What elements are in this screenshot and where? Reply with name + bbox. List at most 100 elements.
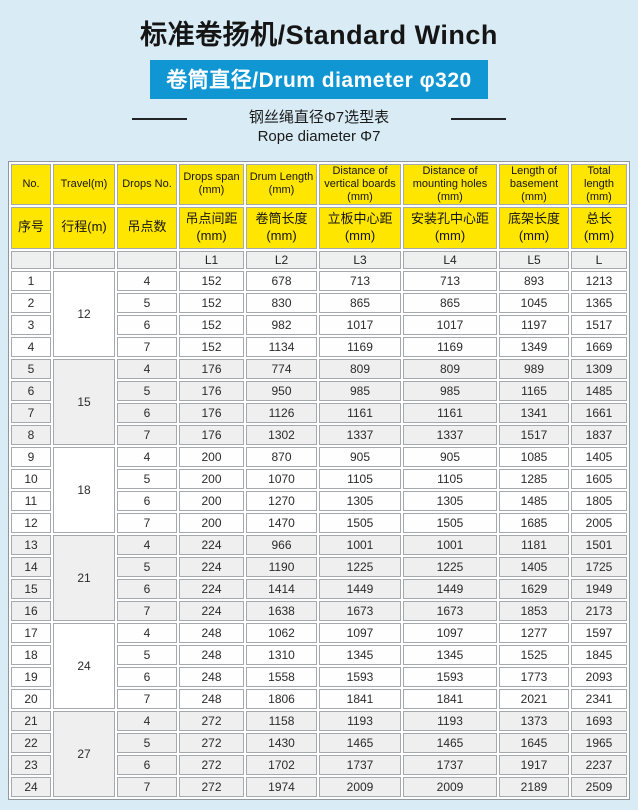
value-cell: 248: [179, 688, 244, 709]
value-cell: 152: [179, 336, 244, 357]
value-cell: 1501: [571, 534, 627, 555]
value-cell: 1593: [319, 666, 401, 687]
table-row: 21 27 4 272 1158 1193 1193 1373 1693: [11, 710, 627, 797]
value-cell: 200: [179, 446, 244, 467]
value-cell: 272: [179, 732, 244, 753]
value-cell: 1853: [499, 600, 569, 621]
column-header: 底架长度 (mm): [499, 206, 569, 249]
value-cell: 5: [117, 644, 177, 665]
value-cell: 1062: [246, 622, 317, 643]
value-cell: 713: [403, 270, 497, 291]
value-cell: 176: [179, 358, 244, 379]
value-cell: 1105: [319, 468, 401, 489]
no-cell: 9: [11, 446, 51, 467]
value-cell: 1193: [319, 710, 401, 731]
value-cell: 1193: [403, 710, 497, 731]
value-cell: 1085: [499, 446, 569, 467]
column-header: 吊点数: [117, 206, 177, 249]
page-title: 标准卷扬机/Standard Winch: [140, 20, 498, 50]
value-cell: 1349: [499, 336, 569, 357]
table-row: 10 5 200 1070 1105 1105 1285 1605: [11, 468, 627, 489]
value-cell: 1305: [403, 490, 497, 511]
symbol-cell: L2: [246, 250, 317, 269]
value-cell: 893: [499, 270, 569, 291]
value-cell: 1593: [403, 666, 497, 687]
value-cell: 1302: [246, 424, 317, 445]
table-row: 1 12 4 152 678 713 713 893 1213: [11, 270, 627, 357]
symbol-cell: L4: [403, 250, 497, 269]
value-cell: 1169: [319, 336, 401, 357]
table-row: 22 5 272 1430 1465 1465 1645 1965: [11, 732, 627, 753]
table-body: 1 12 4 152 678 713 713 893 1213 2 5 152 830 865 865 104…: [11, 270, 627, 797]
value-cell: 1270: [246, 490, 317, 511]
value-cell: 7: [117, 688, 177, 709]
value-cell: 4: [117, 446, 177, 467]
value-cell: 1702: [246, 754, 317, 775]
value-cell: 1806: [246, 688, 317, 709]
table-row: 16 7 224 1638 1673 1673 1853 2173: [11, 600, 627, 621]
no-cell: 8: [11, 424, 51, 445]
value-cell: 1965: [571, 732, 627, 753]
no-cell: 23: [11, 754, 51, 775]
value-cell: 985: [403, 380, 497, 401]
value-cell: 7: [117, 776, 177, 797]
value-cell: 1097: [319, 622, 401, 643]
value-cell: 5: [117, 292, 177, 313]
value-cell: 1661: [571, 402, 627, 423]
value-cell: 1373: [499, 710, 569, 731]
right-dash-line: [451, 118, 507, 120]
no-cell: 7: [11, 402, 51, 423]
table-row: 17 24 4 248 1062 1097 1097 1277 1597: [11, 622, 627, 709]
subtitle-block: 钢丝绳直径Φ7选型表 Rope diameter Φ7: [0, 108, 638, 146]
no-cell: 13: [11, 534, 51, 555]
value-cell: 272: [179, 776, 244, 797]
no-cell: 16: [11, 600, 51, 621]
table-row: 19 6 248 1558 1593 1593 1773 2093: [11, 666, 627, 687]
value-cell: 5: [117, 468, 177, 489]
table-row: 24 7 272 1974 2009 2009 2189 2509: [11, 776, 627, 797]
table-header-en-row: No. Travel(m) Drops No. Drops span (mm) Drum…: [11, 164, 627, 205]
value-cell: 6: [117, 490, 177, 511]
column-header: 行程(m): [53, 206, 115, 249]
value-cell: 1414: [246, 578, 317, 599]
no-cell: 2: [11, 292, 51, 313]
value-cell: 1485: [571, 380, 627, 401]
travel-cell: 24: [53, 622, 115, 709]
table-row: 12 7 200 1470 1505 1505 1685 2005: [11, 512, 627, 533]
table-header: No. Travel(m) Drops No. Drops span (mm) Drum…: [11, 164, 627, 269]
symbol-cell: [11, 250, 51, 269]
travel-cell: 27: [53, 710, 115, 797]
subtitle-en: Rope diameter Φ7: [257, 128, 381, 145]
value-cell: 1673: [319, 600, 401, 621]
no-cell: 1: [11, 270, 51, 291]
drum-diameter-banner: 卷筒直径/Drum diameter φ320: [150, 60, 488, 99]
value-cell: 1017: [403, 314, 497, 335]
value-cell: 1181: [499, 534, 569, 555]
value-cell: 2005: [571, 512, 627, 533]
table-row: 13 21 4 224 966 1001 1001 1181 1501: [11, 534, 627, 621]
table-row: 8 7 176 1302 1337 1337 1517 1837: [11, 424, 627, 445]
value-cell: 1693: [571, 710, 627, 731]
value-cell: 2341: [571, 688, 627, 709]
value-cell: 2009: [403, 776, 497, 797]
value-cell: 1309: [571, 358, 627, 379]
value-cell: 4: [117, 622, 177, 643]
table-row: 23 6 272 1702 1737 1737 1917 2237: [11, 754, 627, 775]
value-cell: 6: [117, 402, 177, 423]
value-cell: 7: [117, 600, 177, 621]
value-cell: 713: [319, 270, 401, 291]
value-cell: 1673: [403, 600, 497, 621]
value-cell: 5: [117, 732, 177, 753]
value-cell: 1645: [499, 732, 569, 753]
value-cell: 4: [117, 270, 177, 291]
value-cell: 1841: [403, 688, 497, 709]
value-cell: 4: [117, 534, 177, 555]
winch-spec-table: No. Travel(m) Drops No. Drops span (mm) Drum…: [8, 161, 630, 800]
value-cell: 1405: [571, 446, 627, 467]
column-header: Length of basement (mm): [499, 164, 569, 205]
no-cell: 20: [11, 688, 51, 709]
value-cell: 1773: [499, 666, 569, 687]
value-cell: 176: [179, 402, 244, 423]
column-header: Distance of vertical boards (mm): [319, 164, 401, 205]
column-header: 总长 (mm): [571, 206, 627, 249]
